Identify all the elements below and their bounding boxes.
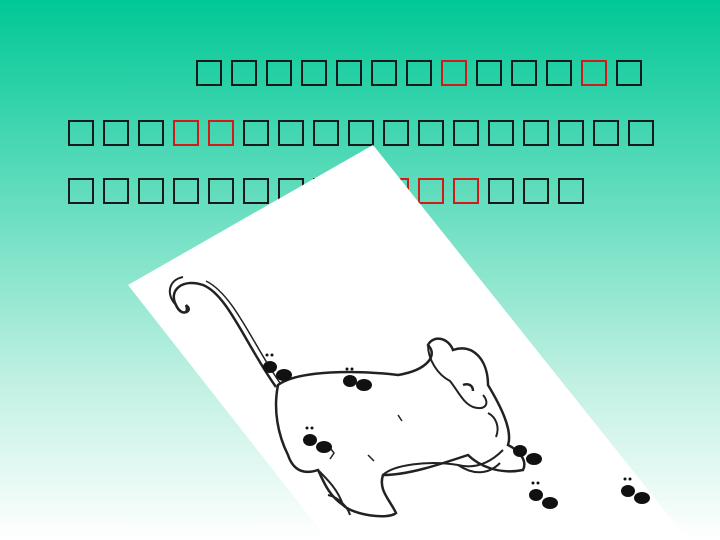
text-glyph: □	[278, 120, 304, 146]
text-glyph: □	[453, 120, 479, 146]
text-glyph: □	[558, 120, 584, 146]
text-glyph: □	[243, 178, 269, 204]
text-glyph: □	[138, 178, 164, 204]
text-glyph: □	[406, 60, 432, 86]
text-glyph: □	[103, 178, 129, 204]
text-glyph: □	[208, 178, 234, 204]
text-glyph: □	[476, 60, 502, 86]
text-glyph: □	[488, 178, 514, 204]
lion-cub-drawing	[128, 145, 688, 540]
text-glyph: □	[616, 60, 642, 86]
text-glyph: □	[68, 178, 94, 204]
text-glyph: □	[523, 178, 549, 204]
text-glyph: □	[231, 60, 257, 86]
text-glyph: □	[593, 120, 619, 146]
text-line-1: □ □ □ □ □ □ □ □ □ □ □ □ □	[196, 60, 651, 86]
text-glyph: □	[336, 60, 362, 86]
text-glyph: □	[301, 60, 327, 86]
highlighted-glyph: □	[441, 60, 467, 86]
text-glyph: □	[371, 60, 397, 86]
highlighted-glyph: □	[418, 178, 444, 204]
text-glyph: □	[348, 120, 374, 146]
highlighted-glyph: □	[208, 120, 234, 146]
slide-text: □□□□□□□□□□□□□ □□□□□□□□□□□□□□□□□ □□□□□□□□…	[0, 0, 720, 230]
text-glyph: □	[68, 120, 94, 146]
text-glyph: □	[418, 120, 444, 146]
text-glyph: □	[511, 60, 537, 86]
text-glyph: □	[628, 120, 654, 146]
highlighted-glyph: □	[173, 120, 199, 146]
text-glyph: □	[266, 60, 292, 86]
text-glyph: □	[103, 120, 129, 146]
text-glyph: □	[558, 178, 584, 204]
text-line-2: □ □ □ □ □ □ □ □ □ □ □ □ □ □ □ □ □	[68, 120, 663, 146]
text-glyph: □	[488, 120, 514, 146]
text-glyph: □	[173, 178, 199, 204]
text-glyph: □	[383, 120, 409, 146]
text-glyph: □	[196, 60, 222, 86]
lion-cub-illustration	[128, 145, 688, 540]
text-glyph: □	[243, 120, 269, 146]
text-glyph: □	[313, 120, 339, 146]
text-glyph: □	[523, 120, 549, 146]
highlighted-glyph: □	[453, 178, 479, 204]
text-glyph: □	[546, 60, 572, 86]
text-glyph: □	[138, 120, 164, 146]
highlighted-glyph: □	[581, 60, 607, 86]
